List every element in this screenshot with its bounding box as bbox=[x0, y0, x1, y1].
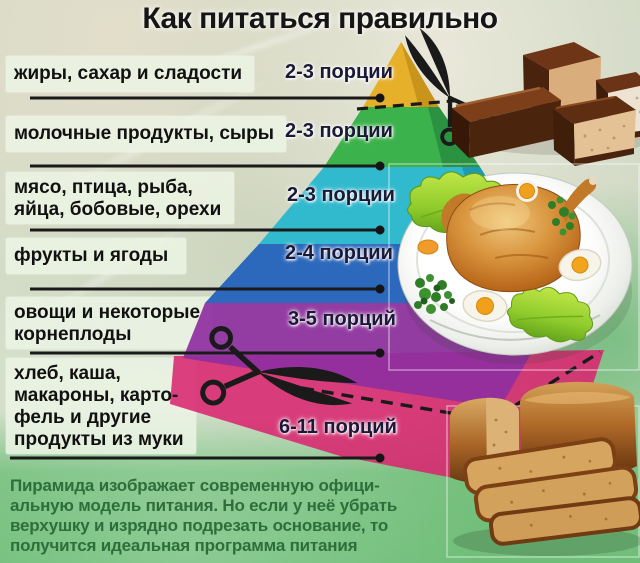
chocolate-candies-illustration bbox=[452, 42, 640, 166]
portion-fruit: 2-4 порции bbox=[285, 242, 393, 264]
photo-frame bbox=[388, 163, 640, 371]
cut-dashed-line-bottom bbox=[301, 350, 601, 422]
label-box-dairy bbox=[6, 116, 286, 152]
level-label-dairy: молочные продукты, сыры bbox=[14, 123, 274, 144]
label-box-meat bbox=[6, 172, 234, 224]
egg-halves bbox=[417, 180, 602, 322]
footer-line: альную модель питания. Но если у неё убр… bbox=[10, 496, 398, 515]
bread-loaves-illustration bbox=[446, 381, 640, 558]
connector-dot bbox=[375, 225, 385, 235]
label-box-bread bbox=[6, 358, 196, 454]
connector-dot bbox=[375, 348, 385, 358]
connector-dot bbox=[375, 161, 385, 171]
parsley-garnish bbox=[414, 196, 576, 314]
label-box-veg bbox=[6, 297, 212, 349]
scissors-icon bbox=[200, 326, 358, 406]
footer-note: Пирамида изображает современную офици- а… bbox=[10, 476, 397, 556]
page-title: Как питаться правильно bbox=[142, 2, 498, 35]
portion-dairy: 2-3 порции bbox=[285, 120, 393, 142]
pyramid-level-fats-side bbox=[401, 42, 439, 107]
roast-chicken-plate-illustration bbox=[388, 163, 640, 371]
footer-line: Пирамида изображает современную офици- bbox=[10, 476, 380, 495]
footer-line: получится идеальная программа питания bbox=[10, 536, 358, 555]
portion-meat: 2-3 порции bbox=[287, 184, 395, 206]
label-box-fruit bbox=[6, 238, 186, 274]
portion-veg: 3-5 порций bbox=[288, 308, 396, 330]
label-box-fats bbox=[6, 56, 254, 92]
connector-dot bbox=[375, 93, 385, 103]
portion-fats: 2-3 порции bbox=[285, 61, 393, 83]
level-label-bread-line1: хлеб, каша, bbox=[14, 363, 121, 384]
connector-dot bbox=[375, 284, 385, 294]
level-label-meat-line1: мясо, птица, рыба, bbox=[14, 177, 193, 198]
level-label-fruit: фрукты и ягоды bbox=[14, 245, 169, 266]
level-label-bread-line2: макароны, карто- bbox=[14, 385, 179, 406]
connector-dots bbox=[375, 93, 385, 463]
level-label-meat-line2: яйца, бобовые, орехи bbox=[14, 199, 222, 220]
cut-lines bbox=[301, 98, 601, 422]
level-label-bread-line4: продукты из муки bbox=[14, 429, 184, 450]
level-label-veg-line2: корнеплоды bbox=[14, 324, 132, 345]
footer-line: верхушку и изрядно подрезать основание, … bbox=[10, 516, 389, 535]
connector-lines bbox=[10, 96, 380, 460]
level-label-veg-line1: овощи и некоторые bbox=[14, 302, 201, 323]
level-label-fats: жиры, сахар и сладости bbox=[14, 63, 243, 84]
portion-bread: 6-11 порций bbox=[279, 416, 397, 438]
connector-dot bbox=[375, 453, 385, 463]
level-label-bread-line3: фель и другие bbox=[14, 407, 152, 428]
